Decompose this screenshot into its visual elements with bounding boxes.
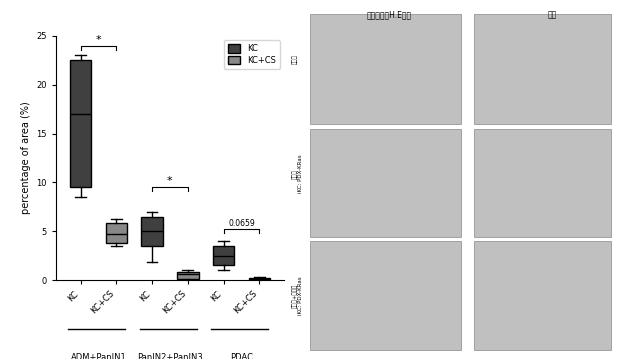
Bar	[310, 129, 461, 237]
PathPatch shape	[213, 246, 234, 265]
Text: PanIN2+PanIN3: PanIN2+PanIN3	[137, 353, 203, 359]
Text: 胰腯癌+胰来脂
iKC: PDX-KRas: 胰腯癌+胰来脂 iKC: PDX-KRas	[292, 277, 303, 316]
Text: 胰腯组织：H.E染色: 胰腯组织：H.E染色	[366, 11, 412, 20]
Text: *: *	[167, 176, 173, 186]
Text: 野生型: 野生型	[292, 54, 298, 64]
Text: ADM+PanIN1: ADM+PanIN1	[70, 353, 126, 359]
Y-axis label: percentage of area (%): percentage of area (%)	[20, 102, 30, 214]
Text: PDAC: PDAC	[230, 353, 253, 359]
Bar	[474, 14, 611, 124]
Text: 0.0659: 0.0659	[228, 219, 255, 228]
Legend: KC, KC+CS: KC, KC+CS	[224, 40, 280, 69]
Bar	[474, 129, 611, 237]
Text: 胰腯癌
iKC: PDX-KRas: 胰腯癌 iKC: PDX-KRas	[292, 155, 303, 194]
PathPatch shape	[70, 60, 91, 187]
PathPatch shape	[106, 223, 127, 243]
PathPatch shape	[177, 272, 198, 279]
PathPatch shape	[248, 278, 270, 280]
Bar	[310, 14, 461, 124]
Text: *: *	[96, 35, 101, 45]
PathPatch shape	[142, 216, 163, 246]
Bar	[310, 241, 461, 350]
Bar	[474, 241, 611, 350]
Text: 胰腯: 胰腯	[548, 11, 557, 20]
